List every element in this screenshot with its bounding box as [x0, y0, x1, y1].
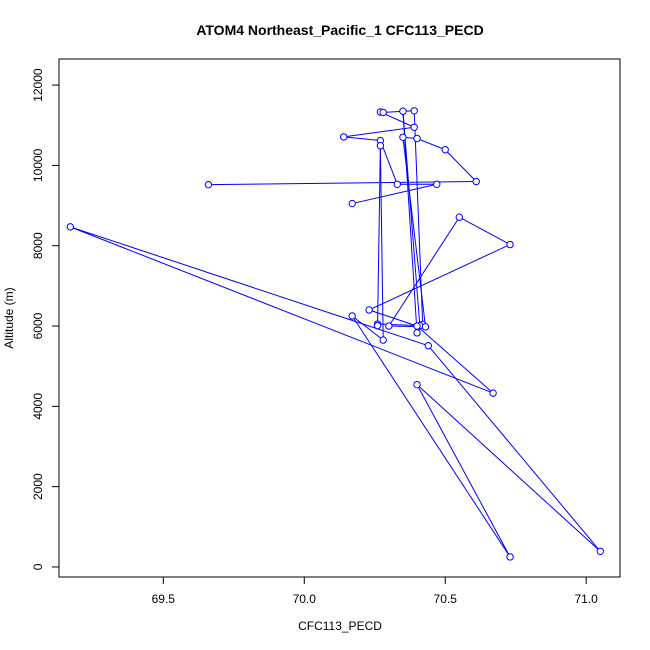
data-point [399, 107, 407, 115]
y-tick-label: 0 [31, 563, 45, 570]
data-point [385, 322, 393, 330]
data-point [204, 180, 213, 189]
data-point [596, 547, 604, 556]
series-segment [208, 180, 477, 186]
series-segment [383, 110, 415, 113]
series-segment [402, 137, 426, 327]
data-point [506, 553, 514, 561]
series-segment [70, 226, 429, 347]
series-segment [402, 111, 421, 326]
data-point [365, 306, 373, 314]
series-segment [368, 309, 418, 327]
data-point [340, 133, 348, 141]
chart-title: ATOM4 Northeast_Pacific_1 CFC113_PECD [196, 22, 483, 38]
x-axis: 69.5 70.0 70.5 71.0 [152, 576, 598, 606]
y-axis: 0 2000 4000 6000 8000 10000 12000 [31, 68, 60, 570]
series-segment [351, 315, 384, 341]
data-point [441, 146, 449, 154]
y-axis-title: Altitude (m) [2, 287, 16, 348]
series-segment [377, 323, 420, 327]
series-points [66, 107, 604, 561]
data-point [399, 133, 407, 142]
x-tick-label: 71.0 [574, 592, 598, 606]
series-segment [70, 226, 494, 394]
data-point [376, 142, 385, 150]
data-point [410, 123, 418, 131]
series-segment [459, 216, 511, 245]
data-point [413, 134, 421, 143]
data-point [506, 240, 514, 249]
data-point [413, 329, 421, 337]
data-point [421, 323, 430, 331]
series-segment [427, 345, 601, 552]
series-segment [416, 384, 511, 558]
series-segment [379, 145, 384, 341]
series-segment [368, 244, 511, 311]
x-tick-label: 69.5 [152, 592, 176, 606]
x-axis-title: CFC113_PECD [298, 619, 382, 633]
y-tick-label: 6000 [31, 312, 45, 339]
data-point [348, 312, 356, 320]
series-segment [343, 136, 381, 142]
y-tick-label: 2000 [31, 473, 45, 500]
series-segment [444, 149, 477, 182]
data-point [66, 223, 74, 231]
series-lines [70, 110, 601, 558]
series-segment [343, 126, 415, 138]
data-point [472, 177, 480, 186]
data-point [413, 322, 421, 330]
plot-frame [58, 58, 621, 578]
data-point [410, 107, 418, 115]
series-segment [416, 325, 494, 394]
data-point [433, 180, 441, 188]
data-point [393, 180, 401, 188]
data-point [379, 336, 387, 344]
series-segment [416, 138, 446, 151]
y-tick-label: 8000 [31, 232, 45, 259]
x-tick-label: 70.0 [293, 592, 317, 606]
series-segment [416, 384, 601, 552]
series-segment [352, 183, 437, 205]
y-tick-label: 4000 [31, 393, 45, 420]
data-point [379, 108, 387, 117]
data-point [348, 199, 356, 208]
series-segment [388, 216, 460, 327]
series-segment [377, 145, 381, 326]
data-point [413, 380, 421, 389]
data-point [489, 389, 497, 397]
series-segment [402, 111, 418, 333]
x-tick-label: 70.5 [434, 592, 458, 606]
series-segment [351, 315, 511, 558]
y-tick-label: 12000 [31, 68, 45, 102]
data-point [455, 213, 464, 221]
y-tick-label: 10000 [31, 148, 45, 182]
data-point [424, 342, 433, 350]
data-point [373, 321, 382, 330]
